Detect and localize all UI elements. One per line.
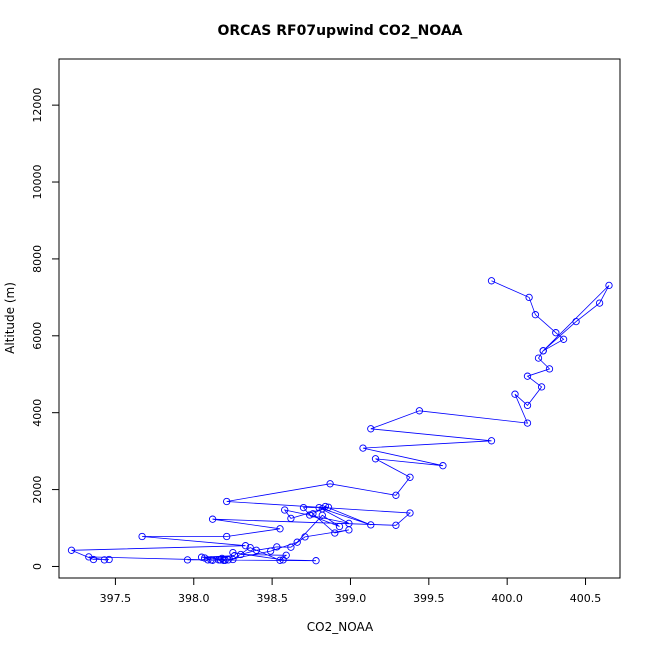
data-point [415,407,424,415]
data-point [241,542,250,550]
data-point [392,521,400,529]
data-point [276,556,284,564]
data-point [595,299,604,307]
data-point [392,491,400,499]
data-point [537,383,546,391]
chart-title: ORCAS RF07upwind CO2_NOAA [218,23,463,39]
data-point [229,548,237,557]
x-tick-label: 398.5 [256,592,288,605]
data-point [223,497,231,506]
data-point [252,546,261,554]
y-tick-label: 4000 [31,399,44,427]
data-point [67,546,76,554]
data-point [335,522,344,531]
data-point [100,556,109,564]
y-axis: 0 2000 4000 6000 8000 10000 12000 [31,88,60,570]
data-point [406,509,414,517]
data-point [229,555,237,564]
y-tick-label: 8000 [31,245,44,273]
data-point [367,521,375,529]
data-point [299,503,308,512]
data-point [545,365,554,373]
x-tick-label: 397.5 [100,592,132,605]
data-point [309,510,317,518]
data-point [293,538,301,546]
data-point [487,277,496,285]
data-point [312,557,320,565]
y-tick-label: 0 [31,563,44,570]
co2-series [67,277,613,565]
data-point [138,532,146,541]
data-point [281,506,289,514]
data-point [223,532,231,541]
x-tick-label: 398.0 [178,592,210,605]
data-point [279,556,287,564]
data-point [105,555,113,564]
data-point [359,444,367,452]
data-point [605,281,613,290]
data-point [534,354,543,362]
data-point [287,543,295,551]
y-axis-label: Altitude (m) [3,282,17,354]
data-point [371,455,380,463]
data-point [207,556,215,564]
y-tick-label: 10000 [31,165,44,200]
x-tick-label: 400.5 [570,592,602,605]
y-tick-label: 2000 [31,476,44,504]
data-point [326,480,334,488]
data-point [204,556,212,564]
x-tick-label: 399.0 [335,592,367,605]
data-point [572,317,580,326]
data-point [208,515,217,523]
data-point [331,529,339,537]
data-point [345,526,353,534]
data-point [85,553,93,561]
data-point [306,511,314,519]
data-point [523,419,532,427]
x-axis-label: CO2_NOAA [307,620,374,634]
y-tick-label: 12000 [31,88,44,123]
data-point [559,335,568,343]
x-tick-label: 399.5 [413,592,445,605]
data-point [266,547,275,555]
data-point [318,505,326,513]
data-point [183,556,192,564]
data-point [487,437,496,445]
data-point [552,329,560,337]
x-axis: 397.5 398.0 398.5 399.0 399.5 400.0 400.5 [100,577,602,605]
data-point [439,462,447,470]
data-point [539,347,547,355]
y-tick-label: 6000 [31,322,44,350]
data-point [523,401,532,410]
series-line [71,280,610,562]
data-point [276,525,284,533]
data-point [197,553,206,561]
data-point [523,372,532,380]
data-point [406,473,414,481]
x-tick-label: 400.0 [491,592,523,605]
data-point [246,543,254,552]
data-point [531,311,540,319]
data-point [511,390,519,398]
data-point [525,293,533,302]
data-point [301,533,309,541]
data-point [221,556,229,564]
data-point [367,425,375,433]
data-point [287,514,295,523]
data-point [273,543,281,551]
